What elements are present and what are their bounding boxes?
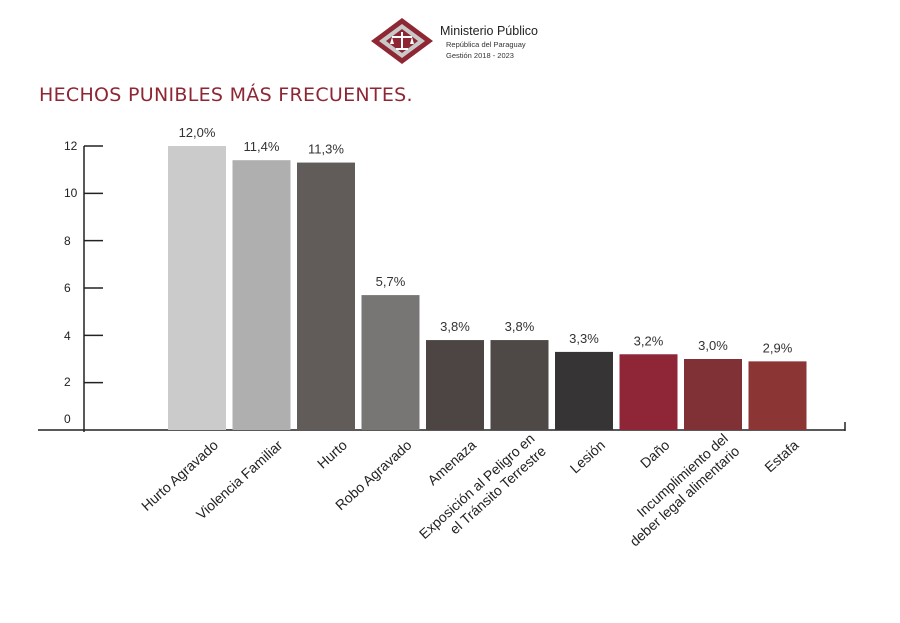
bar <box>490 340 549 430</box>
ministerio-publico-logo <box>371 18 433 64</box>
bar <box>168 146 226 430</box>
bar-value-label: 3,0% <box>698 338 728 353</box>
bar <box>684 359 742 430</box>
bar-value-label: 3,2% <box>634 333 664 348</box>
bar-value-label: 3,8% <box>505 319 535 334</box>
bar <box>748 361 807 430</box>
y-tick-label: 12 <box>64 139 78 153</box>
header: Ministerio Público República del Paragua… <box>0 14 900 74</box>
y-tick-label: 6 <box>64 281 71 295</box>
chart-title: HECHOS PUNIBLES MÁS FRECUENTES. <box>39 84 413 106</box>
bar-value-label: 5,7% <box>376 274 406 289</box>
bar-value-label: 2,9% <box>763 340 793 355</box>
bar <box>555 351 613 430</box>
y-tick-label: 0 <box>64 412 71 426</box>
bar <box>232 160 291 430</box>
category-label-line: Lesión <box>567 437 608 477</box>
y-tick-label: 10 <box>64 186 78 200</box>
y-tick-label: 4 <box>64 329 71 343</box>
y-tick-label: 8 <box>64 234 71 248</box>
y-tick-label: 2 <box>64 375 71 389</box>
category-label: Estafa <box>761 437 801 476</box>
bar-value-label: 12,0% <box>179 125 216 140</box>
bar-value-label: 11,3% <box>308 142 344 157</box>
bar <box>619 354 678 430</box>
bar-value-label: 3,8% <box>440 319 470 334</box>
category-label-line: Hurto <box>314 437 350 472</box>
bar-value-label: 11,4% <box>244 139 280 154</box>
category-label: Lesión <box>567 437 608 477</box>
category-label-line: Daño <box>637 437 673 471</box>
bar <box>297 162 355 431</box>
category-label: Daño <box>637 437 673 471</box>
category-label-line: Estafa <box>761 437 801 476</box>
org-name: Ministerio Público <box>440 24 538 38</box>
bar-value-label: 3,3% <box>569 331 599 346</box>
category-label: Hurto <box>314 437 350 472</box>
org-subtitle-period: Gestión 2018 - 2023 <box>446 51 514 60</box>
org-subtitle-country: República del Paraguay <box>446 40 526 49</box>
bar <box>361 295 420 430</box>
bar <box>426 340 484 430</box>
